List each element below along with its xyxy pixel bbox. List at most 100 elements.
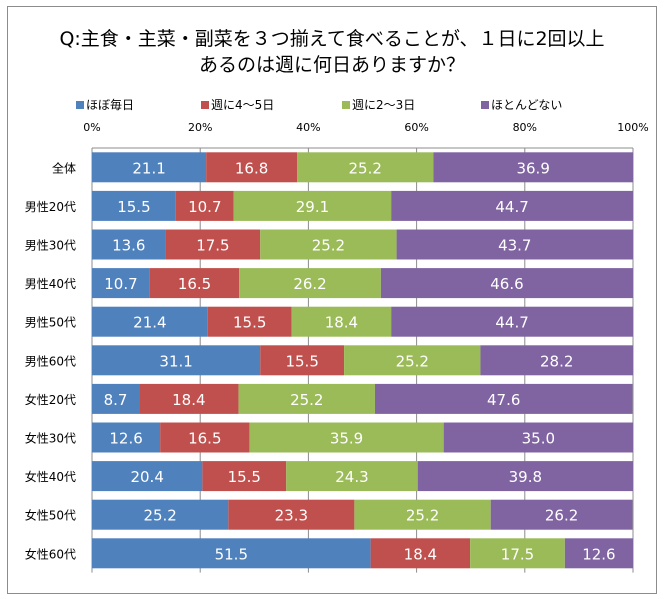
bar-segment xyxy=(344,345,481,376)
legend-label: 週に2～3日 xyxy=(352,98,416,112)
category-label: 女性60代 xyxy=(25,546,76,561)
bar-segment xyxy=(92,190,176,221)
data-label: 25.2 xyxy=(312,237,345,255)
data-label: 25.2 xyxy=(143,507,176,525)
bar-segment xyxy=(391,190,633,221)
data-label: 39.8 xyxy=(509,468,542,486)
data-label: 18.4 xyxy=(172,391,205,409)
legend-swatch xyxy=(342,100,350,109)
x-tick-label: 20% xyxy=(188,121,212,134)
data-label: 20.4 xyxy=(130,468,163,486)
data-label: 16.5 xyxy=(188,430,221,448)
data-label: 51.5 xyxy=(215,545,248,563)
data-label: 18.4 xyxy=(404,545,437,563)
x-tick-label: 0% xyxy=(83,121,100,134)
data-label: 46.6 xyxy=(490,275,523,293)
x-tick-label: 60% xyxy=(404,121,428,134)
bar-segment xyxy=(260,229,397,260)
data-label: 21.1 xyxy=(132,159,165,177)
bar-segment xyxy=(396,229,633,260)
bar-segment xyxy=(354,499,491,530)
x-tick-label: 100% xyxy=(617,121,648,134)
bar-segment xyxy=(92,422,161,453)
data-label: 15.5 xyxy=(117,198,150,216)
bar-segment xyxy=(202,461,287,492)
bar-segment xyxy=(92,383,140,414)
category-label: 女性30代 xyxy=(25,431,76,446)
bar-segment xyxy=(260,345,345,376)
legend-swatch xyxy=(201,100,209,109)
data-label: 18.4 xyxy=(325,314,358,332)
bar-segment xyxy=(286,461,418,492)
data-label: 25.2 xyxy=(349,159,382,177)
bar-segment xyxy=(149,268,240,299)
legend-swatch xyxy=(76,100,84,109)
data-label: 23.3 xyxy=(275,507,308,525)
bar-segment xyxy=(92,152,207,183)
bar-segment xyxy=(207,306,292,337)
category-label: 女性20代 xyxy=(25,392,76,407)
category-label: 全体 xyxy=(52,160,76,175)
data-label: 15.5 xyxy=(285,352,318,370)
bar-segment xyxy=(564,538,633,569)
data-label: 31.1 xyxy=(159,352,192,370)
category-label: 女性40代 xyxy=(25,469,76,484)
data-label: 35.9 xyxy=(330,430,363,448)
bar-segment xyxy=(391,306,633,337)
data-label: 15.5 xyxy=(233,314,266,332)
bar-segment xyxy=(490,499,633,530)
data-label: 26.2 xyxy=(293,275,326,293)
bar-segment xyxy=(297,152,434,183)
chart-title-line2: あるのは週に何日ありますか？ xyxy=(198,54,465,76)
data-label: 35.0 xyxy=(522,430,555,448)
bar-segment xyxy=(160,422,250,453)
bar-segment xyxy=(92,306,208,337)
category-label: 女性50代 xyxy=(25,508,76,523)
bar-segment xyxy=(374,383,633,414)
data-label: 25.2 xyxy=(396,352,429,370)
bar-segment xyxy=(470,538,565,569)
data-label: 17.5 xyxy=(501,545,534,563)
bar-segment xyxy=(443,422,633,453)
data-label: 13.6 xyxy=(112,237,145,255)
data-label: 15.5 xyxy=(228,468,261,486)
category-label: 男性30代 xyxy=(25,239,76,253)
legend-item: ほぼ毎日 xyxy=(76,96,134,113)
bar-segment xyxy=(380,268,633,299)
bar-segment xyxy=(165,229,261,260)
bar-segment xyxy=(417,461,633,492)
data-label: 16.5 xyxy=(178,275,211,293)
bar-segment xyxy=(175,190,234,221)
data-label: 21.4 xyxy=(133,314,166,332)
bar-segment xyxy=(480,345,633,376)
chart-frame xyxy=(7,6,657,594)
bar-segment xyxy=(92,538,371,569)
bar-segment xyxy=(370,538,471,569)
chart-title-line1: Q:主食・主菜・副菜を３つ揃えて食べることが、１日に2回以上 xyxy=(59,28,605,50)
bar-segment xyxy=(92,461,203,492)
data-label: 24.3 xyxy=(335,468,368,486)
bar-segment xyxy=(433,152,633,183)
data-label: 25.2 xyxy=(406,507,439,525)
x-tick-label: 80% xyxy=(513,121,537,134)
bar-segment xyxy=(238,383,375,414)
legend-label: ほぼ毎日 xyxy=(86,98,135,112)
legend-item: 週に2～3日 xyxy=(342,96,415,113)
bar-segment xyxy=(233,190,392,221)
data-label: 36.9 xyxy=(516,159,549,177)
data-label: 44.7 xyxy=(495,314,528,332)
legend-label: ほとんどない xyxy=(491,98,563,112)
legend-item: ほとんどない xyxy=(481,96,562,113)
data-label: 10.7 xyxy=(104,275,137,293)
data-label: 12.6 xyxy=(582,545,615,563)
bar-segment xyxy=(291,306,392,337)
category-label: 男性60代 xyxy=(25,354,76,368)
data-label: 8.7 xyxy=(104,391,128,409)
data-label: 25.2 xyxy=(290,391,323,409)
bar-segment xyxy=(249,422,444,453)
data-label: 12.6 xyxy=(109,430,142,448)
data-label: 10.7 xyxy=(188,198,221,216)
legend-swatch xyxy=(481,100,489,109)
data-label: 28.2 xyxy=(540,352,573,370)
category-label: 男性50代 xyxy=(25,316,76,330)
